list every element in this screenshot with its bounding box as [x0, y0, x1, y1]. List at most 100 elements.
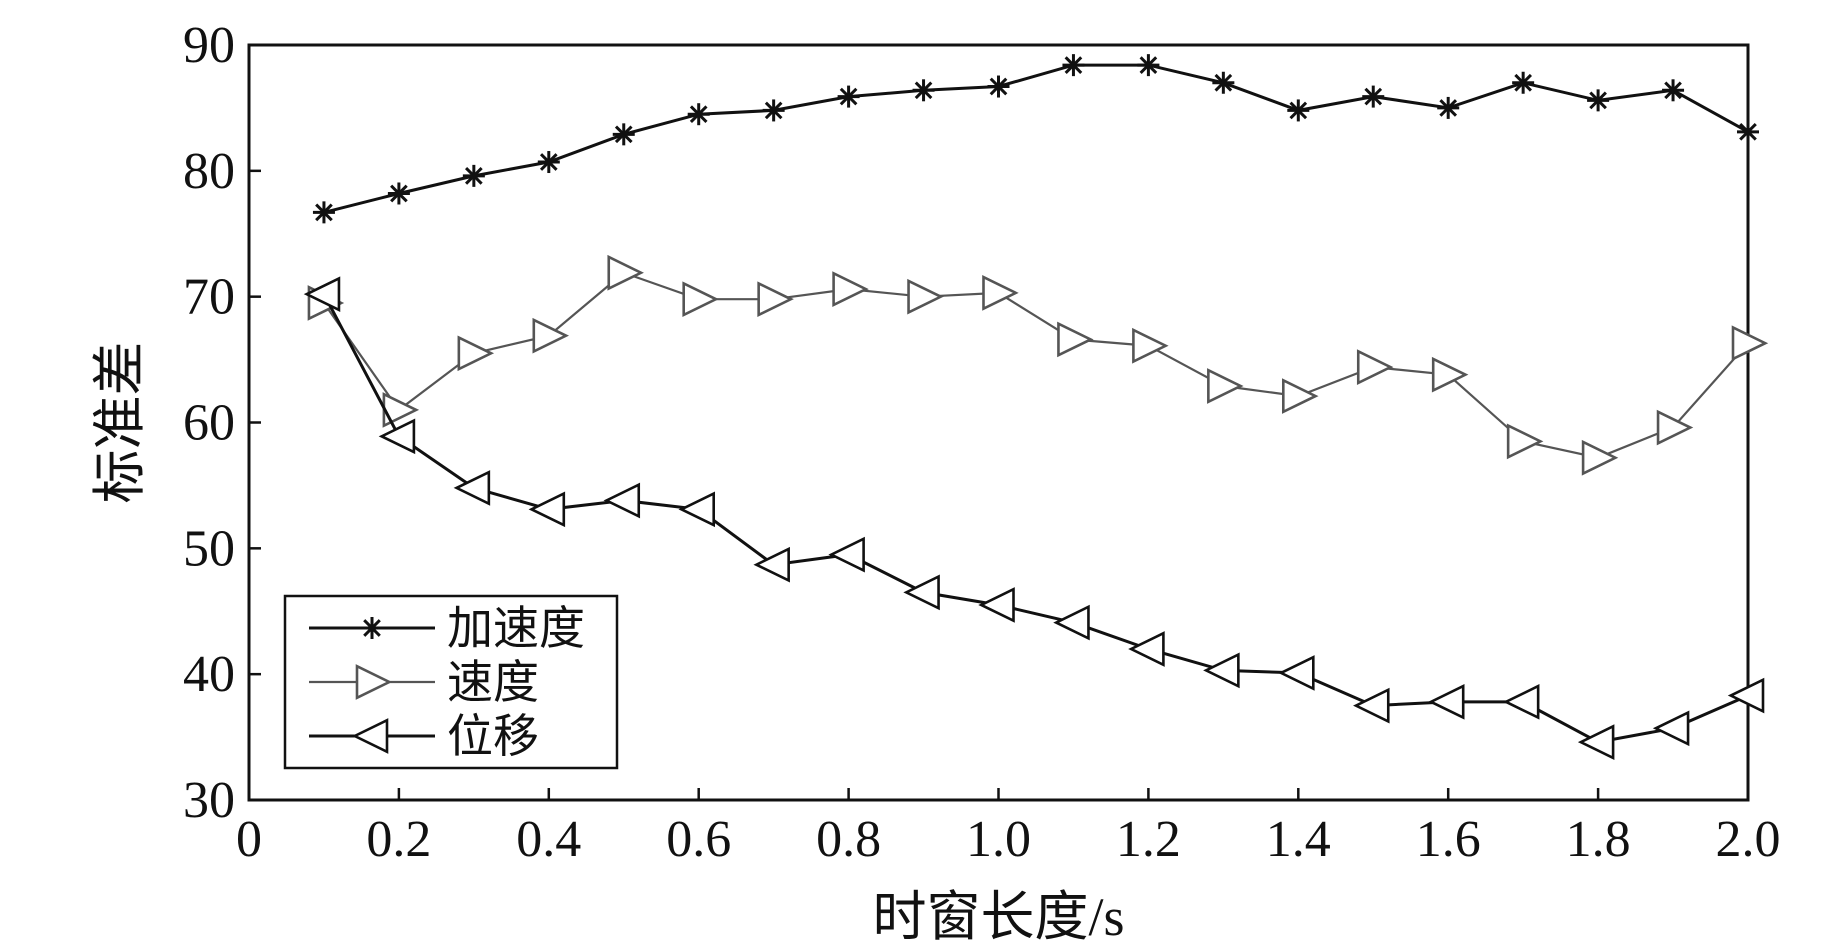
data-point: [1353, 687, 1390, 724]
data-point: [355, 664, 393, 700]
series-triangle-left: [303, 276, 1765, 760]
y-tick-label: 40: [183, 646, 235, 703]
data-point: [537, 151, 560, 174]
data-point: [1512, 71, 1535, 94]
data-point: [1062, 54, 1085, 77]
data-point: [978, 587, 1015, 623]
data-point: [1437, 96, 1460, 119]
y-tick-label: 90: [183, 17, 235, 74]
data-point: [303, 276, 341, 312]
asterisk-stroke: [465, 167, 483, 185]
asterisk-stroke: [1289, 101, 1308, 120]
asterisk-stroke: [1739, 122, 1757, 141]
asterisk-stroke: [1514, 73, 1532, 92]
x-tick-label: 1.0: [966, 811, 1031, 868]
asterisk-stroke: [764, 101, 783, 120]
data-point: [837, 85, 860, 108]
data-point: [1431, 356, 1469, 393]
data-point: [828, 536, 865, 573]
x-axis-title: 时窗长度/s: [872, 887, 1124, 945]
series-line: [323, 63, 1749, 214]
data-point: [1137, 54, 1160, 77]
x-tick-label: 1.6: [1416, 811, 1481, 868]
asterisk-stroke: [614, 125, 633, 144]
legend-item: 速度: [309, 657, 539, 708]
asterisk-stroke: [1139, 56, 1158, 74]
asterisk-stroke: [539, 153, 558, 171]
data-point: [762, 99, 785, 122]
data-point: [1577, 724, 1615, 760]
y-tick-label: 60: [183, 395, 235, 452]
data-point: [1737, 120, 1759, 143]
asterisk-stroke: [390, 184, 408, 203]
data-point: [678, 491, 716, 528]
x-tick-label: 2.0: [1716, 811, 1781, 868]
data-point: [462, 164, 485, 187]
asterisk-stroke: [689, 105, 708, 124]
data-point: [1362, 85, 1385, 108]
legend-item: 加速度: [309, 603, 585, 654]
y-tick-label: 50: [183, 520, 235, 577]
data-point: [1356, 349, 1394, 385]
asterisk-stroke: [1439, 99, 1458, 117]
legend-label: 速度: [447, 657, 539, 708]
data-point: [903, 574, 940, 611]
x-tick-label: 0: [236, 811, 262, 868]
data-point: [1652, 710, 1690, 747]
x-tick-label: 0.8: [816, 811, 881, 868]
asterisk-stroke: [1664, 81, 1682, 100]
data-point: [753, 546, 790, 583]
x-tick-label: 0.4: [516, 811, 581, 868]
data-point: [361, 617, 383, 639]
data-point: [312, 201, 335, 224]
data-point: [387, 182, 410, 205]
legend-item: 位移: [309, 711, 539, 762]
data-point: [1212, 71, 1235, 94]
data-point: [982, 275, 1019, 311]
data-point: [912, 79, 935, 102]
y-tick-label: 30: [183, 772, 235, 829]
data-point: [457, 335, 495, 372]
data-point: [612, 123, 635, 146]
data-point: [378, 418, 416, 455]
x-tick-label: 1.4: [1266, 811, 1331, 868]
asterisk-stroke: [1214, 73, 1233, 92]
x-tick-label: 0.2: [366, 811, 431, 868]
series-asterisk: [312, 54, 1759, 224]
data-point: [1287, 99, 1310, 122]
data-point: [1203, 652, 1240, 689]
series-line: [322, 271, 1749, 459]
data-point: [532, 317, 570, 354]
data-point: [1731, 325, 1769, 362]
data-point: [687, 103, 710, 126]
data-point: [1656, 409, 1694, 446]
plot-area: 0 0.2 0.4 0.6 0.8 1.0 1.2 1.4 1.6 1.8 2.0 30 40 50 60 7…: [183, 17, 1781, 868]
asterisk-stroke: [989, 77, 1008, 96]
asterisk-stroke: [363, 619, 381, 637]
data-point: [1506, 423, 1544, 460]
data-point: [1727, 677, 1765, 714]
asterisk-stroke: [1364, 87, 1383, 106]
data-point: [1053, 604, 1090, 641]
y-tick-label: 80: [183, 143, 235, 200]
data-point: [453, 470, 491, 506]
y-tick-label: 70: [183, 269, 235, 326]
data-point: [682, 281, 719, 318]
data-point: [351, 718, 389, 754]
series-triangle-right: [307, 254, 1769, 476]
asterisk-stroke: [1064, 56, 1083, 74]
asterisk-stroke: [315, 203, 333, 222]
data-point: [1581, 439, 1619, 476]
data-point: [1132, 327, 1169, 364]
legend-label: 位移: [447, 711, 539, 762]
asterisk-stroke: [839, 87, 858, 106]
asterisk-stroke: [914, 81, 933, 100]
y-axis-title: 标准差: [90, 342, 150, 504]
data-point: [603, 482, 641, 519]
data-point: [832, 271, 869, 307]
legend-label: 加速度: [447, 603, 585, 654]
data-point: [1207, 368, 1244, 404]
data-point: [1587, 89, 1610, 112]
